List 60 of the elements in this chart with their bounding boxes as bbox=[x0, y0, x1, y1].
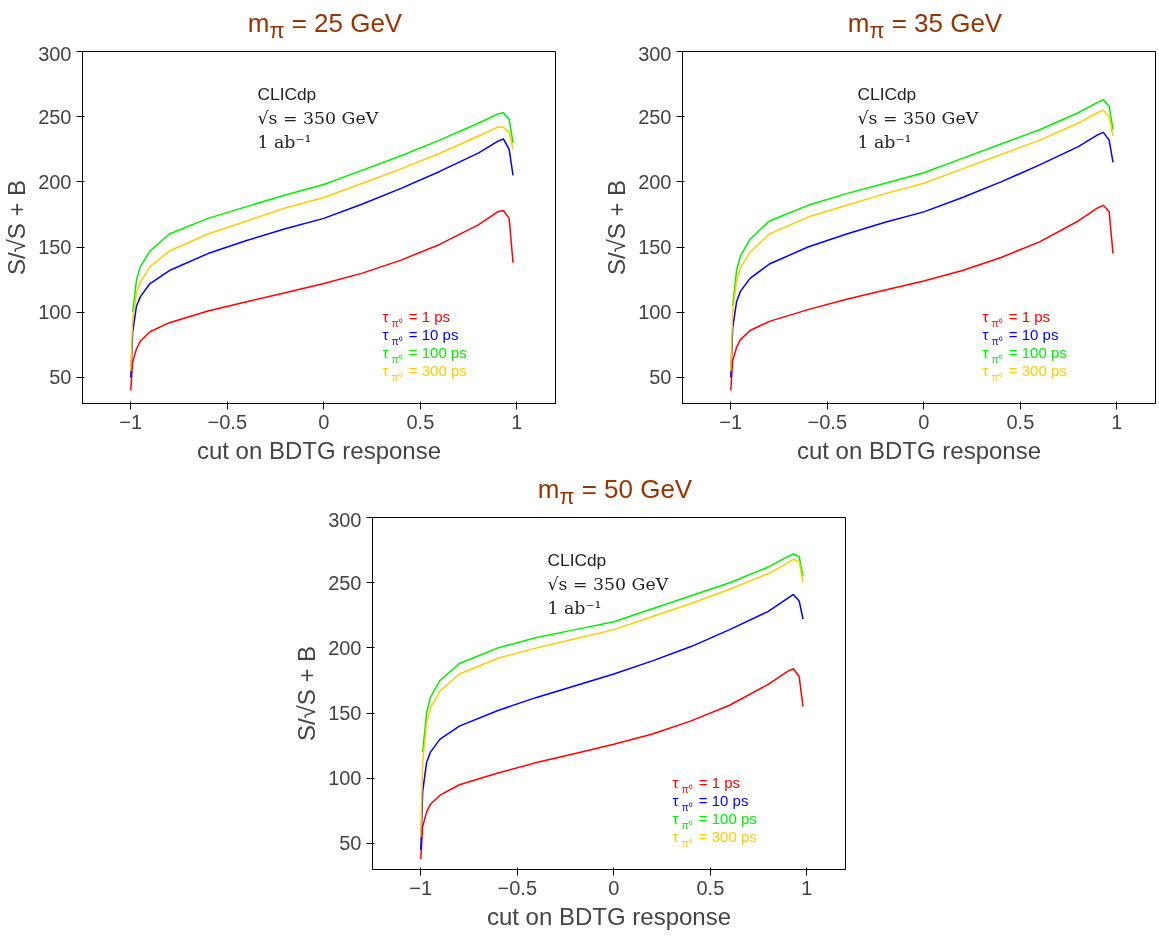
annotation: CLICdp bbox=[857, 83, 917, 104]
y-tick-label: 200 bbox=[38, 170, 72, 193]
x-tick-label: 0 bbox=[318, 410, 330, 433]
y-axis-title: S/√S + B bbox=[3, 179, 31, 276]
y-tick-label: 150 bbox=[38, 236, 72, 259]
x-axis-title: cut on BDTG response bbox=[196, 436, 442, 464]
annotation: √s = 350 GeV bbox=[257, 107, 379, 128]
annotation: CLICdp bbox=[257, 83, 317, 104]
x-axis-title: cut on BDTG response bbox=[486, 902, 732, 930]
annotation: 1 ab⁻¹ bbox=[857, 131, 912, 152]
x-tick-label: 0.5 bbox=[1006, 410, 1035, 433]
line-series bbox=[420, 667, 804, 860]
x-tick-label: −0.5 bbox=[807, 410, 848, 433]
annotation: √s = 350 GeV bbox=[547, 573, 669, 594]
line-series bbox=[421, 553, 804, 753]
x-tick-label: 1 bbox=[511, 410, 523, 433]
y-tick-label: 150 bbox=[328, 702, 362, 725]
x-tick-label: −1 bbox=[409, 876, 433, 899]
chart-title: m$_{π}$ = 35 GeV bbox=[846, 7, 1004, 46]
y-tick-label: 250 bbox=[638, 105, 672, 128]
x-tick-label: −1 bbox=[719, 410, 743, 433]
x-tick-label: −0.5 bbox=[497, 876, 538, 899]
y-tick-label: 300 bbox=[638, 42, 672, 65]
x-tick-label: 0.5 bbox=[696, 876, 725, 899]
x-tick-label: 1 bbox=[801, 876, 813, 899]
y-tick-label: 50 bbox=[49, 366, 72, 389]
y-tick-label: 100 bbox=[38, 301, 72, 324]
x-axis-title: cut on BDTG response bbox=[796, 436, 1042, 464]
line-series bbox=[730, 204, 1114, 392]
y-tick-label: 300 bbox=[328, 508, 362, 531]
y-axis-title: S/√S + B bbox=[293, 645, 321, 742]
y-tick-label: 50 bbox=[649, 366, 672, 389]
text: τπ⁰ = 1 ps bbox=[382, 307, 451, 329]
line-series bbox=[420, 593, 804, 851]
x-tick-label: 1 bbox=[1111, 410, 1123, 433]
y-tick-label: 100 bbox=[328, 767, 362, 790]
line-series bbox=[130, 209, 514, 392]
y-tick-label: 300 bbox=[38, 42, 72, 65]
text: τπ⁰ = 1 ps bbox=[672, 773, 741, 795]
annotation: 1 ab⁻¹ bbox=[547, 597, 602, 618]
x-tick-label: 0 bbox=[918, 410, 930, 433]
y-tick-label: 150 bbox=[638, 236, 672, 259]
x-tick-label: 0.5 bbox=[406, 410, 435, 433]
y-axis-title: S/√S + B bbox=[603, 179, 631, 276]
y-tick-label: 250 bbox=[38, 105, 72, 128]
y-tick-label: 50 bbox=[339, 832, 362, 855]
chart-title: m$_{π}$ = 50 GeV bbox=[536, 473, 694, 512]
annotation: √s = 350 GeV bbox=[857, 107, 979, 128]
annotation: CLICdp bbox=[547, 549, 607, 570]
y-tick-label: 100 bbox=[638, 301, 672, 324]
text: τπ⁰ = 1 ps bbox=[982, 307, 1051, 329]
x-tick-label: 0 bbox=[608, 876, 620, 899]
y-tick-label: 200 bbox=[328, 636, 362, 659]
line-series bbox=[131, 112, 514, 313]
annotation: 1 ab⁻¹ bbox=[257, 131, 312, 152]
y-tick-label: 250 bbox=[328, 571, 362, 594]
x-tick-label: −0.5 bbox=[207, 410, 248, 433]
chart-title: m$_{π}$ = 25 GeV bbox=[246, 7, 404, 46]
x-tick-label: −1 bbox=[119, 410, 143, 433]
y-tick-label: 200 bbox=[638, 170, 672, 193]
